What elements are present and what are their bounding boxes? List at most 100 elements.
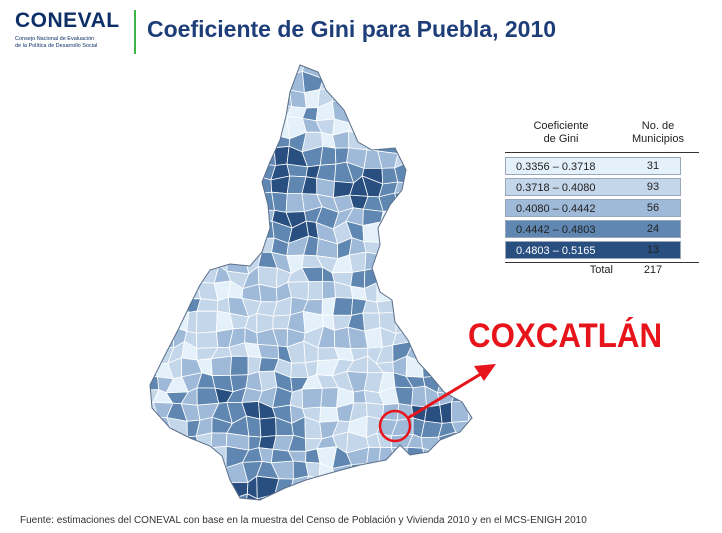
municipality-cell	[332, 297, 354, 316]
legend-header-count-line1: No. de	[641, 120, 675, 132]
municipality-cell	[211, 86, 232, 109]
municipality-cell	[436, 147, 453, 165]
municipality-cell	[150, 314, 158, 335]
municipality-cell	[150, 134, 159, 151]
municipality-cell	[420, 225, 443, 243]
legend-total-rule	[505, 262, 699, 263]
municipality-cell	[424, 65, 441, 78]
municipality-cell	[316, 494, 336, 500]
municipality-cell	[436, 65, 456, 78]
header-divider	[134, 10, 136, 54]
municipality-cell	[150, 116, 157, 140]
municipality-cell	[228, 104, 248, 124]
municipality-cell	[394, 100, 414, 122]
municipality-cell	[166, 65, 186, 76]
legend-total-value: 217	[643, 264, 663, 276]
municipality-cell	[363, 65, 382, 76]
municipality-cell	[150, 221, 158, 241]
municipality-cell	[150, 431, 158, 454]
municipality-cell	[376, 100, 397, 124]
municipality-cell	[394, 492, 413, 500]
municipality-cell	[331, 72, 355, 89]
municipality-cell	[214, 65, 231, 78]
municipality-cell	[469, 284, 472, 305]
municipality-cell	[244, 146, 264, 167]
municipality-cell	[259, 71, 280, 92]
municipality-cell	[391, 65, 411, 80]
municipality-cell	[212, 145, 228, 168]
municipality-cell	[166, 238, 186, 254]
municipality-cell	[376, 477, 399, 498]
municipality-cell	[409, 492, 430, 500]
municipality-cell	[411, 286, 428, 300]
municipality-cell	[245, 221, 264, 240]
municipality-cell	[466, 464, 472, 481]
municipality-cell	[304, 88, 321, 109]
municipality-cell	[407, 103, 426, 125]
municipality-cell	[150, 374, 160, 391]
municipality-cell	[435, 327, 453, 347]
municipality-cell	[380, 254, 398, 268]
municipality-cell	[406, 464, 428, 484]
municipality-cell	[364, 118, 378, 136]
municipality-cell	[167, 192, 183, 213]
municipality-cell	[421, 194, 442, 213]
logo-subtitle-line2: de la Política de Desarrollo Social	[15, 43, 98, 49]
municipality-cell	[180, 206, 203, 230]
municipality-cell	[421, 341, 443, 363]
municipality-cell	[259, 65, 277, 74]
municipality-cell	[439, 176, 457, 199]
municipality-cell	[450, 151, 472, 170]
municipality-cell	[457, 451, 472, 467]
municipality-cell	[165, 103, 187, 120]
coxcatlan-highlight-circle	[378, 409, 412, 443]
municipality-cell	[439, 296, 456, 318]
municipality-cell	[167, 209, 183, 230]
municipality-cell	[451, 267, 472, 290]
municipality-cell	[450, 163, 470, 185]
municipality-cell	[150, 65, 156, 76]
municipality-cell	[467, 164, 472, 185]
municipality-cell	[426, 147, 439, 165]
municipality-cell	[435, 311, 456, 332]
municipality-cell	[407, 85, 426, 106]
municipality-cell	[150, 209, 158, 226]
municipality-cell	[150, 416, 159, 436]
municipality-cell	[257, 101, 273, 124]
municipality-cell	[407, 120, 426, 139]
municipality-cell	[150, 269, 157, 286]
municipality-cell	[405, 297, 427, 320]
municipality-cell	[467, 400, 472, 422]
municipality-cell	[181, 461, 202, 480]
municipality-cell	[466, 479, 472, 496]
municipality-cell	[420, 162, 442, 179]
municipality-cell	[184, 74, 203, 92]
municipality-cell	[411, 385, 428, 408]
municipality-cell	[437, 240, 458, 259]
legend-swatch: 0.3356 – 0.3718	[505, 157, 681, 175]
municipality-cell	[436, 286, 456, 300]
municipality-cell	[316, 478, 337, 497]
municipality-cell	[409, 161, 429, 184]
municipality-cell	[150, 191, 158, 212]
municipality-cell	[150, 299, 158, 319]
municipality-cell	[245, 415, 262, 438]
municipality-cell	[212, 207, 229, 230]
municipality-cell	[380, 237, 396, 256]
municipality-cell	[184, 103, 198, 123]
municipality-cell	[392, 462, 409, 484]
legend-row: 0.4803 – 0.5165 13	[505, 241, 699, 260]
municipality-cell	[392, 477, 413, 498]
municipality-cell	[301, 493, 321, 500]
municipality-cell	[288, 493, 306, 500]
municipality-cell	[150, 462, 173, 485]
municipality-cell	[196, 73, 217, 92]
municipality-cell	[440, 340, 455, 364]
municipality-cell	[154, 492, 172, 500]
municipality-cell	[169, 175, 186, 198]
legend-header-coefficient: Coeficiente de Gini	[505, 120, 617, 146]
municipality-cell	[183, 251, 203, 274]
municipality-cell	[166, 146, 189, 167]
municipality-cell	[422, 118, 444, 139]
municipality-cell	[406, 211, 423, 226]
